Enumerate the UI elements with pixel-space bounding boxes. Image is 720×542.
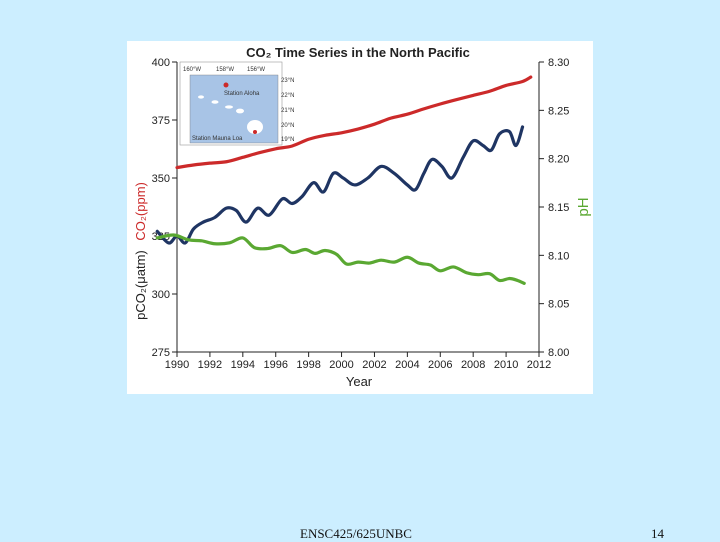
station-mauna-loa-label: Station Mauna Loa: [192, 136, 243, 142]
map-lat-label: 22°N: [281, 93, 294, 99]
co2-time-series-chart: CO₂ Time Series in the North Pacific 199…: [127, 41, 593, 394]
island-kauai-icon: [198, 95, 204, 99]
station-aloha-marker-icon: [223, 82, 229, 88]
x-tick-label: 2000: [329, 359, 353, 371]
seawater-ph-line: [155, 233, 526, 285]
x-tick-label: 1992: [198, 359, 222, 371]
x-tick-label: 2008: [461, 359, 485, 371]
right-tick-label: 8.20: [548, 154, 569, 166]
right-tick-label: 8.30: [548, 57, 569, 69]
island-maui-icon: [236, 108, 244, 114]
inset-map-hawaii: 160°W 158°W 156°W 23°N 22°N 21°N 20°N 19…: [179, 61, 294, 146]
left-axis-title: pCO₂(μatm) CO₂(ppm): [133, 182, 148, 320]
x-axis-title: Year: [346, 374, 373, 389]
left-tick-label: 375: [152, 115, 170, 127]
svg-text:pCO₂(μatm) CO₂(ppm): pCO₂(μatm) CO₂(ppm): [133, 182, 148, 320]
right-tick-label: 8.00: [548, 347, 569, 359]
x-tick-label: 2002: [362, 359, 386, 371]
x-tick-label: 2012: [527, 359, 551, 371]
inset-map-ocean: [189, 74, 279, 144]
x-tick-label: 1990: [165, 359, 189, 371]
series-group: [155, 75, 533, 285]
right-tick-label: 8.15: [548, 202, 569, 214]
right-tick-label: 8.05: [548, 299, 569, 311]
map-lat-label: 21°N: [281, 108, 294, 114]
right-tick-label: 8.25: [548, 105, 569, 117]
slide-footer: ENSC425/625UNBC: [300, 526, 412, 541]
x-tick-label: 2010: [494, 359, 518, 371]
left-tick-label: 350: [152, 173, 170, 185]
left-tick-label: 275: [152, 347, 170, 359]
map-lon-label: 158°W: [216, 67, 234, 73]
left-axis-title-pco2: pCO₂(μatm): [133, 250, 148, 320]
chart-figure: CO₂ Time Series in the North Pacific 199…: [127, 41, 593, 394]
island-molokai-icon: [225, 105, 233, 109]
map-lat-label: 20°N: [281, 123, 294, 129]
station-aloha-label: Station Aloha: [224, 91, 260, 97]
seawater-pco2-line: [155, 125, 525, 245]
right-axis-title: pH: [575, 197, 592, 216]
atmospheric-co2-line: [175, 75, 533, 170]
left-axis-title-co2: CO₂(ppm): [133, 182, 148, 241]
map-lat-label: 23°N: [281, 78, 294, 84]
island-oahu-icon: [211, 100, 219, 104]
right-tick-label: 8.10: [548, 250, 569, 262]
island-hawaii-icon: [247, 120, 263, 134]
map-lat-label: 19°N: [281, 137, 294, 143]
left-tick-label: 300: [152, 289, 170, 301]
x-tick-label: 2006: [428, 359, 452, 371]
x-tick-label: 1998: [296, 359, 320, 371]
slide-page-number: 14: [651, 526, 664, 541]
x-tick-label: 1994: [231, 359, 255, 371]
station-mauna-loa-marker-icon: [253, 130, 257, 134]
chart-title: CO₂ Time Series in the North Pacific: [246, 45, 470, 60]
map-lon-label: 156°W: [247, 67, 265, 73]
left-tick-label: 400: [152, 57, 170, 69]
x-tick-label: 1996: [263, 359, 287, 371]
map-lon-label: 160°W: [183, 67, 201, 73]
axes-group: 1990 1992 1994 1996 1998 2000 2002 2004 2006 2008…: [152, 57, 570, 371]
x-tick-label: 2004: [395, 359, 419, 371]
